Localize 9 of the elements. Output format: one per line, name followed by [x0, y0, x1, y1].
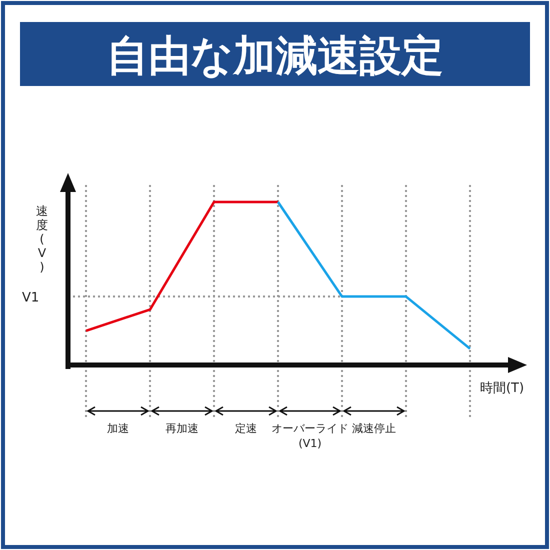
x-axis-title: 時間(T) [480, 381, 524, 396]
text: 加速 [107, 422, 129, 435]
text: 定速 [235, 422, 257, 435]
y-axis-title: 速度(V) [36, 204, 48, 274]
chart-title: 自由な加減速設定 [106, 31, 444, 80]
text: 再加速 [166, 422, 198, 435]
ref-line-label: V1 [22, 290, 40, 306]
text: オーバーライド (V1) [272, 422, 348, 450]
text: 減速停止 [352, 422, 396, 435]
